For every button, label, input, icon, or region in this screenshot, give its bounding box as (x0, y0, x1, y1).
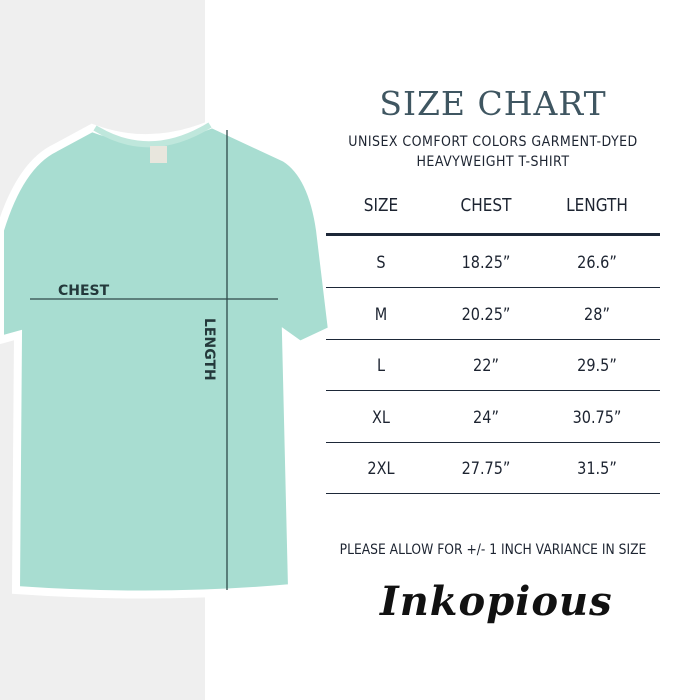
header-length: LENGTH (566, 195, 628, 216)
table-cell: 22” (473, 356, 499, 376)
row-divider (326, 441, 660, 443)
table-cell: 27.75” (461, 459, 511, 479)
header-divider (326, 233, 660, 236)
row-divider (326, 338, 660, 340)
header-size: SIZE (363, 195, 399, 216)
table-cell: 31.5” (577, 459, 617, 479)
subtitle-line1: UNISEX COMFORT COLORS GARMENT-DYED (348, 134, 638, 150)
page-title: SIZE CHART (379, 84, 607, 123)
collar (93, 122, 212, 148)
table-cell: M (374, 304, 388, 325)
brand-logo: Inkopious (380, 578, 613, 625)
tshirt-image: CHEST LENGTH (0, 119, 337, 599)
row-divider (326, 390, 660, 391)
table-cell: S (376, 253, 386, 273)
table-cell: 18.25” (461, 253, 511, 273)
table-cell: L (376, 356, 386, 376)
row-divider (326, 287, 660, 288)
chest-label: CHEST (58, 283, 110, 299)
shirt-tag (150, 146, 167, 163)
table-cell: 2XL (367, 459, 395, 479)
table-cell: 20.25” (461, 304, 511, 325)
tshirt-shape (0, 119, 337, 599)
row-divider (326, 493, 660, 494)
variance-note: PLEASE ALLOW FOR +/- 1 INCH VARIANCE IN … (339, 542, 647, 558)
table-cell: 28” (584, 304, 610, 325)
table-cell: 26.6” (577, 253, 617, 273)
table-cell: 29.5” (577, 356, 617, 376)
table-cell: XL (372, 407, 390, 428)
header-chest: CHEST (460, 195, 512, 216)
length-label: LENGTH (201, 318, 217, 381)
table-cell: 24” (473, 407, 499, 428)
table-cell: 30.75” (572, 407, 622, 428)
subtitle-line2: HEAVYWEIGHT T-SHIRT (416, 154, 570, 170)
